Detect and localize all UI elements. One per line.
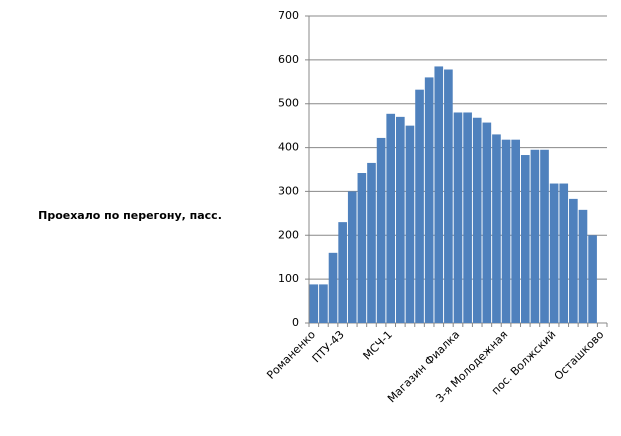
bar [559, 183, 569, 323]
y-tick-label: 0 [292, 316, 299, 329]
bar [347, 191, 357, 323]
y-tick-label: 300 [278, 184, 299, 197]
bar [386, 113, 396, 324]
y-tick-label: 100 [278, 272, 299, 285]
y-tick-label: 700 [278, 9, 299, 22]
bar [482, 122, 492, 323]
y-tick-label: 600 [278, 53, 299, 66]
bar [367, 162, 376, 323]
bar [415, 89, 424, 324]
y-tick-label: 200 [278, 228, 299, 241]
x-tick-label: МСЧ-1 [361, 328, 395, 362]
bar [424, 77, 434, 324]
bar [434, 66, 444, 323]
bar [405, 125, 415, 324]
bar [309, 284, 319, 323]
bar [357, 173, 367, 323]
bar [338, 222, 347, 323]
bar [549, 183, 559, 323]
bar [501, 139, 511, 323]
bar [530, 149, 540, 323]
bar [444, 69, 453, 324]
bar [453, 112, 463, 323]
y-axis-label: Проехало по перегону, пасс. [38, 209, 222, 222]
y-tick-label: 400 [278, 141, 299, 154]
bar [492, 134, 501, 323]
bar [328, 252, 338, 323]
bar [578, 209, 588, 323]
bar [319, 284, 328, 323]
bar [376, 137, 386, 323]
bar [520, 155, 530, 323]
bar [472, 117, 482, 324]
x-tick-label: ПТУ-43 [310, 328, 347, 365]
bar [540, 149, 549, 323]
bar [588, 235, 597, 323]
x-tick-label: Осташково [552, 328, 607, 383]
bar [569, 198, 578, 323]
bar [463, 112, 472, 323]
bar [395, 116, 405, 323]
y-tick-label: 500 [278, 97, 299, 110]
bar [511, 139, 521, 323]
